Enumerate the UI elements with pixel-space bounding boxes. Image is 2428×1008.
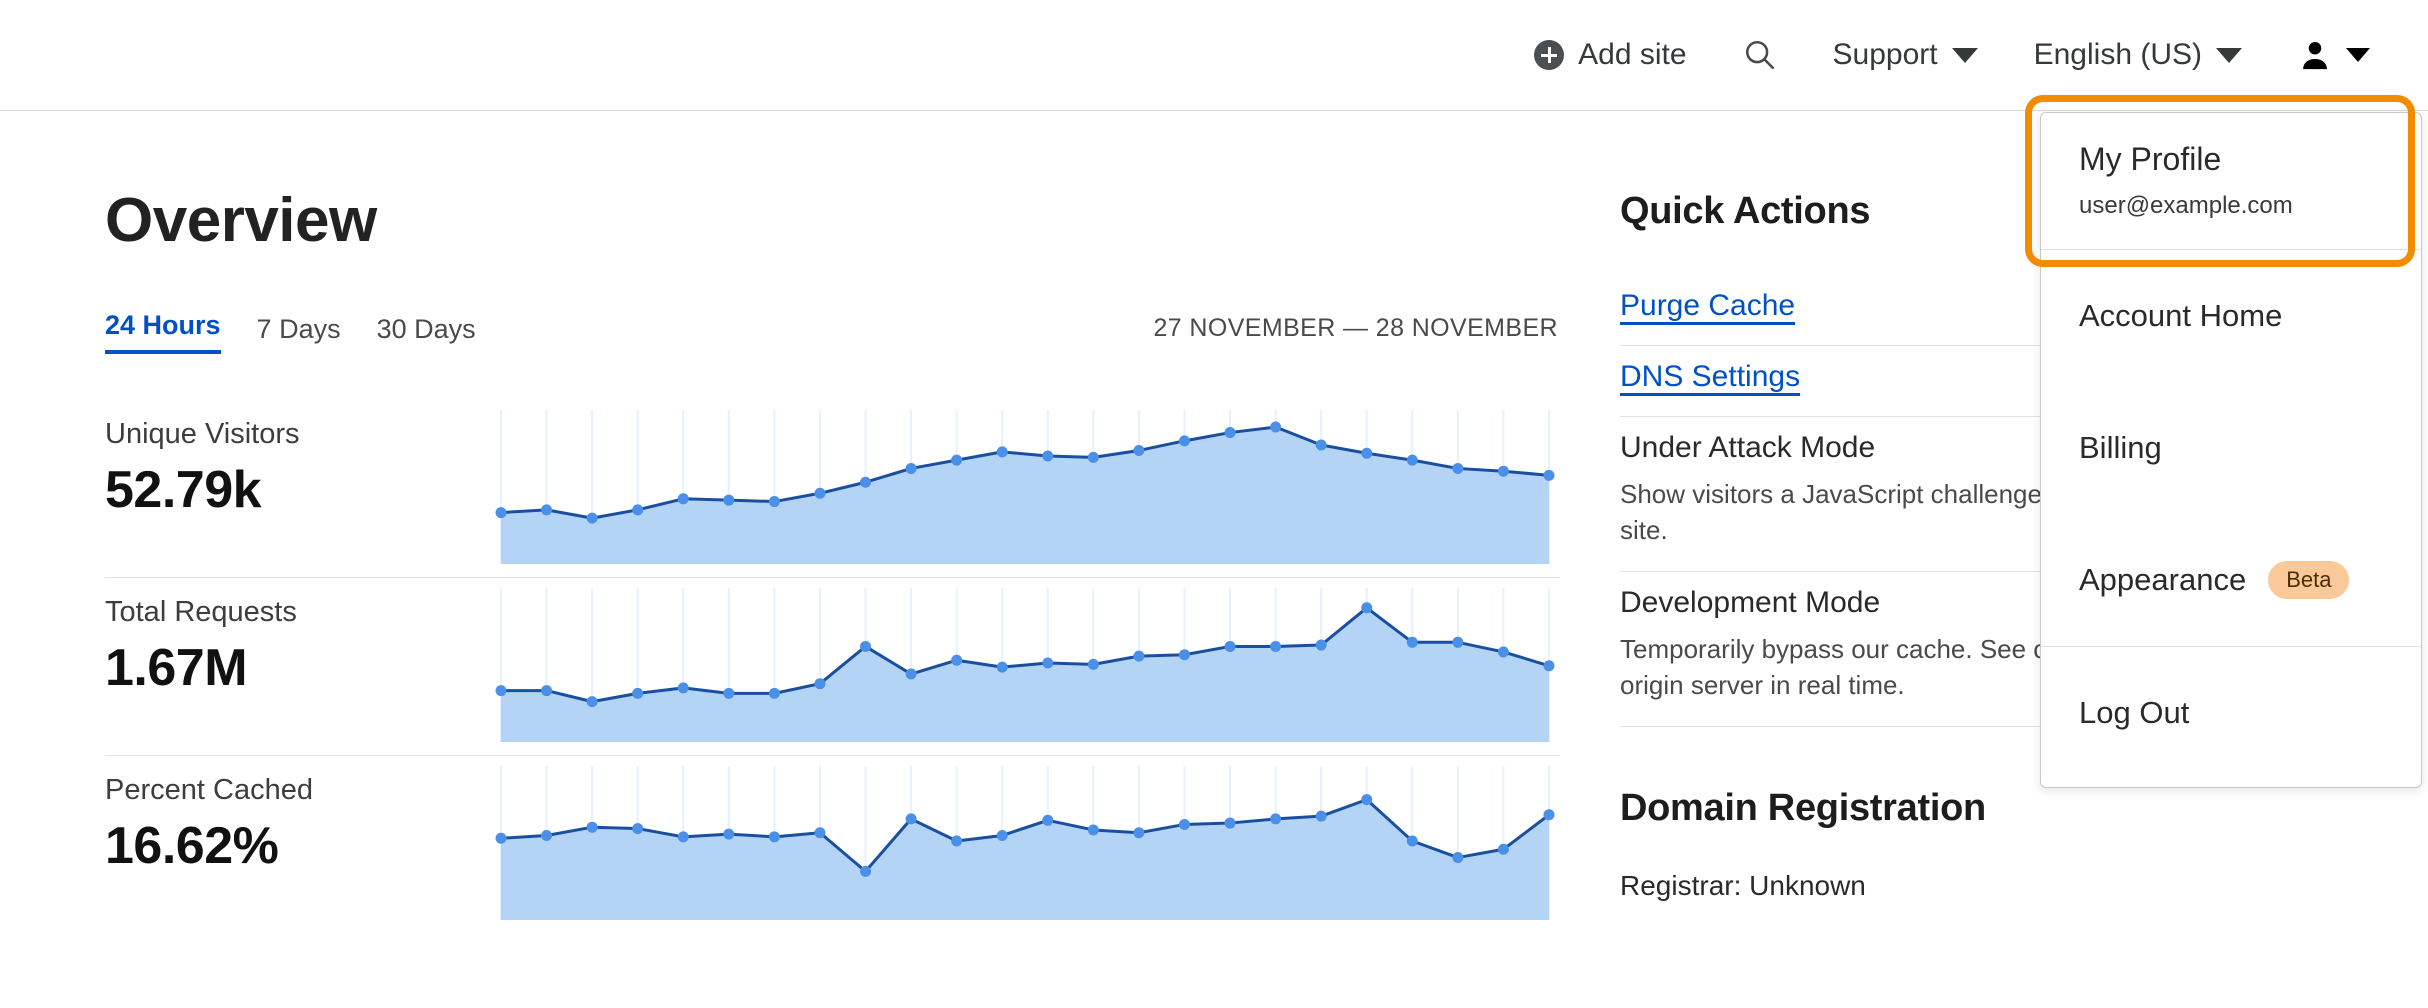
profile-email: user@example.com <box>2079 191 2293 219</box>
dns-settings-link[interactable]: DNS Settings <box>1620 360 1801 393</box>
dropdown-item-account-home[interactable]: Account Home <box>2041 250 2421 382</box>
chevron-down-icon <box>2346 48 2370 62</box>
stat-label: Unique Visitors <box>105 418 300 450</box>
tab-7-days[interactable]: 7 Days <box>256 314 341 344</box>
stat-value: 1.67M <box>105 639 248 698</box>
language-label: English (US) <box>2033 38 2202 71</box>
user-avatar-icon <box>2303 41 2327 70</box>
account-menu-button[interactable] <box>2270 0 2398 110</box>
registrar-value: Registrar: Unknown <box>1620 869 1866 901</box>
header-actions: Add site Support English (US) <box>1506 0 2398 110</box>
dropdown-divider <box>2041 646 2421 647</box>
quick-action-row: Purge Cache <box>1620 275 2280 346</box>
stat-row: Unique Visitors 52.79k <box>105 400 1560 578</box>
development-mode-title: Development Mode <box>1620 585 1881 619</box>
language-menu[interactable]: English (US) <box>2006 0 2270 110</box>
stats-list: Unique Visitors 52.79k Total Requests 1.… <box>105 400 1560 934</box>
add-site-button[interactable]: Add site <box>1506 0 1714 110</box>
dropdown-item-log-out[interactable]: Log Out <box>2041 647 2421 779</box>
stat-row: Total Requests 1.67M <box>105 578 1560 756</box>
tab-30-days[interactable]: 30 Days <box>376 314 476 344</box>
under-attack-mode-title: Under Attack Mode <box>1620 431 1876 464</box>
stat-label: Percent Cached <box>105 774 313 806</box>
stat-text: Total Requests 1.67M <box>105 578 495 697</box>
tab-24-hours[interactable]: 24 Hours <box>105 310 221 354</box>
support-menu[interactable]: Support <box>1805 0 2006 110</box>
dropdown-item-my-profile[interactable]: My Profile user@example.com <box>2025 95 2421 267</box>
support-label: Support <box>1832 38 1938 71</box>
profile-name: My Profile <box>2079 141 2222 178</box>
dropdown-divider <box>2041 249 2421 250</box>
stat-row: Percent Cached 16.62% <box>105 756 1560 934</box>
domain-registration-heading: Domain Registration <box>1620 786 1986 829</box>
sparkline-chart-total-requests <box>495 582 1555 742</box>
quick-action-row: DNS Settings <box>1620 346 2280 417</box>
search-icon <box>1745 40 1774 70</box>
stat-text: Unique Visitors 52.79k <box>105 400 495 519</box>
selection-highlight-box <box>2025 95 2415 267</box>
beta-badge: Beta <box>2268 561 2350 599</box>
search-button[interactable] <box>1715 0 1805 110</box>
dropdown-item-appearance[interactable]: Appearance Beta <box>2041 514 2421 646</box>
stat-text: Percent Cached 16.62% <box>105 756 495 875</box>
chevron-down-icon <box>1951 47 1978 63</box>
dropdown-item-billing[interactable]: Billing <box>2041 382 2421 514</box>
plus-circle-icon <box>1534 40 1565 70</box>
stat-value: 52.79k <box>105 461 262 520</box>
time-range-tabs: 24 Hours 7 Days 30 Days <box>105 310 476 354</box>
stat-value: 16.62% <box>105 817 279 876</box>
add-site-label: Add site <box>1578 38 1687 71</box>
purge-cache-link[interactable]: Purge Cache <box>1620 289 1796 322</box>
account-dropdown-menu: My Profile user@example.com Account Home… <box>2025 95 2422 788</box>
chevron-down-icon <box>2216 47 2242 63</box>
dropdown-item-label: Log Out <box>2079 695 2190 730</box>
stat-label: Total Requests <box>105 596 297 628</box>
top-header: Add site Support English (US) <box>0 0 2428 111</box>
dropdown-item-label: Appearance <box>2079 562 2247 597</box>
sparkline-chart-percent-cached <box>495 760 1555 920</box>
dropdown-item-label: Account Home <box>2079 298 2283 333</box>
date-range-label: 27 NOVEMBER — 28 NOVEMBER <box>1153 314 1558 342</box>
page-title: Overview <box>105 186 377 255</box>
sparkline-chart-unique-visitors <box>495 404 1555 564</box>
dropdown-item-label: Billing <box>2079 430 2162 465</box>
quick-actions-heading: Quick Actions <box>1620 190 1871 232</box>
